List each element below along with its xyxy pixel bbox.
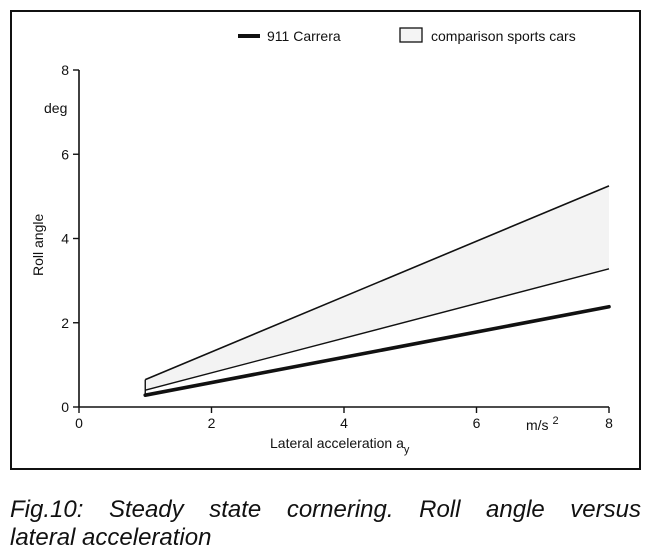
chart-frame bbox=[10, 10, 641, 470]
y-tick-label-4: 4 bbox=[61, 231, 69, 247]
x-tick-label-6: 6 bbox=[473, 415, 481, 431]
legend: 911 Carrera comparison sports cars bbox=[238, 27, 576, 44]
legend-label-911-carrera: 911 Carrera bbox=[267, 28, 341, 44]
caption-line-2: lateral acceleration bbox=[10, 524, 212, 551]
legend-label-comparison: comparison sports cars bbox=[431, 28, 576, 44]
y-axis-label: Roll angle bbox=[30, 214, 46, 276]
comparison-band-fill bbox=[145, 185, 609, 391]
x-tick-label-4: 4 bbox=[340, 415, 348, 431]
x-axis-label: Lateral acceleration ay bbox=[270, 435, 410, 456]
y-tick-label-6: 6 bbox=[61, 146, 69, 162]
axes: 0 2 4 6 8 0 2 4 6 8 bbox=[61, 62, 613, 431]
comparison-band-lower-line bbox=[145, 268, 610, 391]
figure-caption: Fig.10: Steady state cornering. Roll ang… bbox=[10, 496, 641, 552]
y-tick-label-8: 8 bbox=[61, 62, 69, 78]
x-tick-label-8: 8 bbox=[605, 415, 613, 431]
y-axis-unit: deg bbox=[44, 100, 67, 116]
x-axis-unit: m/s 2 bbox=[526, 415, 559, 433]
y-tick-label-0: 0 bbox=[61, 399, 69, 415]
series-911-carrera-line bbox=[143, 304, 611, 398]
y-tick-label-2: 2 bbox=[61, 315, 69, 331]
x-tick-label-2: 2 bbox=[208, 415, 216, 431]
legend-swatch-comparison bbox=[399, 27, 423, 43]
plot-area bbox=[143, 185, 611, 398]
comparison-band-upper-line bbox=[144, 185, 610, 381]
roll-angle-chart: 0 2 4 6 8 0 2 4 6 8 911 Carrera comparison sports… bbox=[30, 27, 613, 456]
x-tick-label-0: 0 bbox=[75, 415, 83, 431]
caption-line-1: Fig.10: Steady state cornering. Roll ang… bbox=[10, 496, 641, 523]
